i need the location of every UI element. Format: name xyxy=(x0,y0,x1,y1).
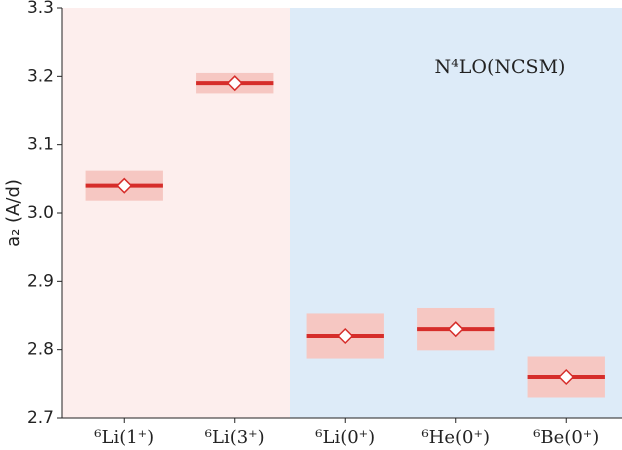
value-marker xyxy=(558,368,575,386)
y-tick-label: 3.3 xyxy=(27,0,54,18)
y-tick-label: 2.8 xyxy=(27,340,54,360)
x-tick-label: ⁶Be(0⁺) xyxy=(533,427,599,448)
x-tick-label: ⁶He(0⁺) xyxy=(421,427,490,448)
x-tick-label: ⁶Li(1⁺) xyxy=(94,427,154,448)
x-tick-label: ⁶Li(0⁺) xyxy=(315,427,375,448)
y-tick-label: 3.2 xyxy=(27,66,54,86)
y-tick-label: 2.9 xyxy=(27,271,54,291)
value-marker xyxy=(116,177,133,194)
y-axis-label: a₂ (A/d) xyxy=(3,179,24,247)
y-tick-label: 3.0 xyxy=(27,203,54,223)
value-marker xyxy=(337,327,354,345)
region-background xyxy=(62,8,290,418)
y-tick-label: 2.7 xyxy=(27,408,54,428)
x-tick-label: ⁶Li(3⁺) xyxy=(205,427,265,448)
value-marker xyxy=(226,75,243,92)
annotation: N⁴LO(NCSM) xyxy=(435,56,566,78)
y-tick-label: 3.1 xyxy=(27,135,54,155)
value-marker xyxy=(447,321,464,338)
